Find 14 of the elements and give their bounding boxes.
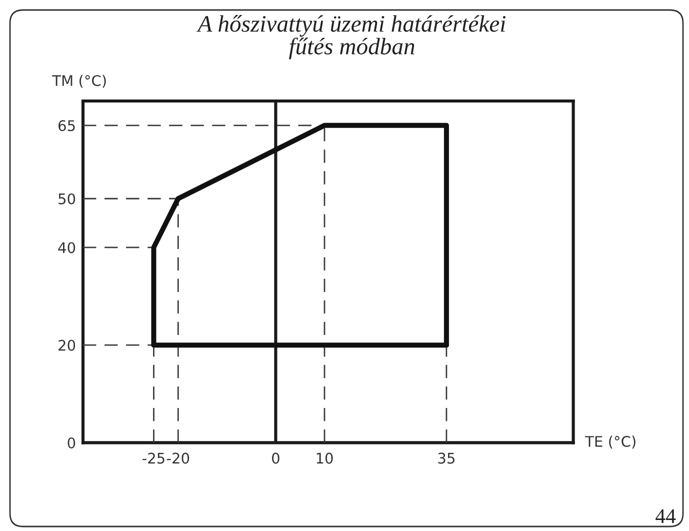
x-axis-title: TE (°C)	[585, 436, 636, 449]
x-tick-label: 10	[316, 452, 333, 464]
y-tick-label: 50	[58, 193, 76, 204]
y-axis-title: TM (°C)	[52, 74, 106, 88]
chart-title: A hőszivattyú üzemi határértékei fűtés módban	[196, 15, 506, 60]
x-tick-label: 0	[272, 452, 280, 464]
y-tick-label: 20	[58, 340, 76, 351]
text: 44	[656, 509, 676, 524]
y-tick-label: 0	[68, 437, 76, 448]
y-tick-label: 40	[58, 242, 76, 254]
x-tick-label: 35	[438, 452, 454, 464]
x-tick-label: -20	[166, 452, 190, 464]
x-tick-label: -25	[142, 452, 164, 464]
y-tick-label: 65	[58, 120, 75, 132]
